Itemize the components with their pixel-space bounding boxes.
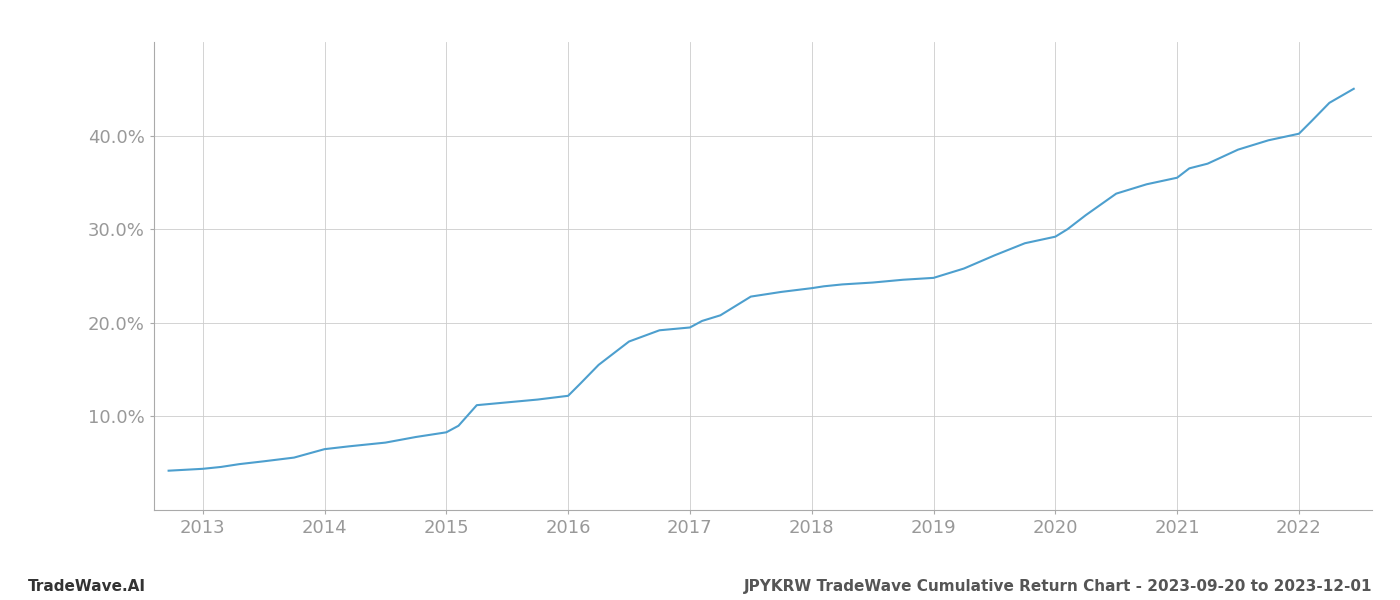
Text: JPYKRW TradeWave Cumulative Return Chart - 2023-09-20 to 2023-12-01: JPYKRW TradeWave Cumulative Return Chart… — [743, 579, 1372, 594]
Text: TradeWave.AI: TradeWave.AI — [28, 579, 146, 594]
